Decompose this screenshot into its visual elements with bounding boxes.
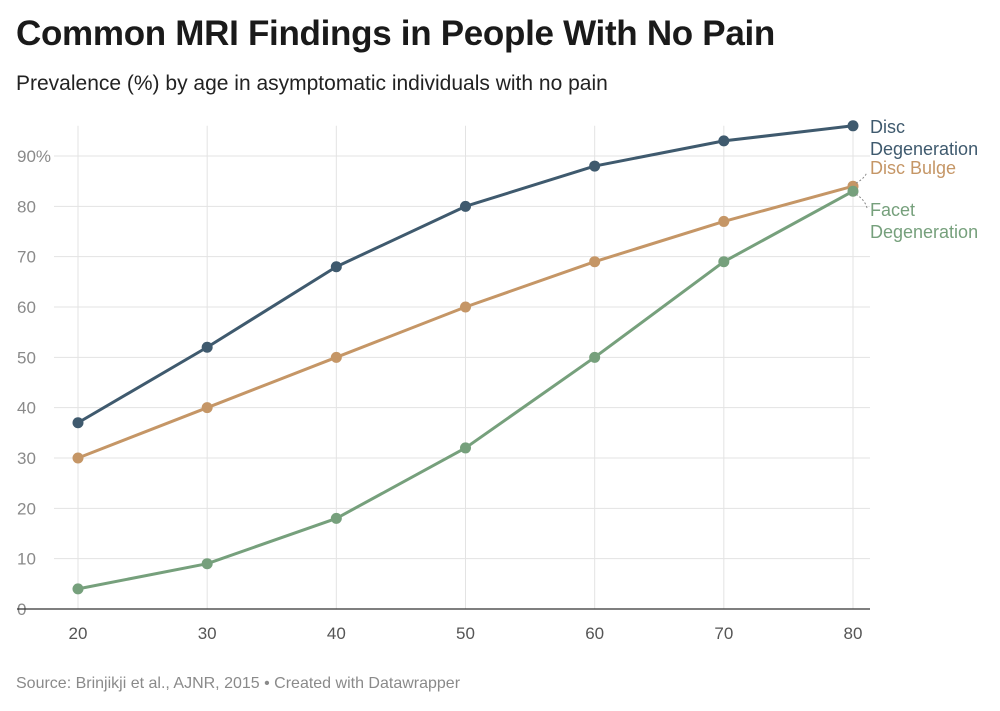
- data-point-disc-bulge: [718, 215, 730, 227]
- data-point-disc-bulge: [460, 301, 471, 313]
- data-point-disc-degeneration: [72, 417, 84, 429]
- y-tick-label: 40: [17, 399, 36, 418]
- x-tick-label: 70: [714, 624, 733, 643]
- x-tick-label: 50: [456, 624, 475, 643]
- data-point-facet-degeneration: [72, 583, 84, 595]
- data-point-disc-bulge: [589, 256, 601, 268]
- x-tick-label: 60: [585, 624, 604, 643]
- x-tick-label: 80: [844, 624, 863, 643]
- y-tick-label: 70: [17, 248, 36, 267]
- data-point-facet-degeneration: [460, 442, 471, 454]
- y-tick-label: 10: [17, 550, 36, 569]
- data-point-facet-degeneration: [847, 185, 859, 197]
- label-leader-line: [855, 171, 868, 184]
- series-label-facet-degeneration: Facet: [870, 200, 915, 220]
- series-label-disc-bulge: Disc Bulge: [870, 158, 956, 178]
- data-point-disc-bulge: [330, 351, 342, 363]
- chart-title: Common MRI Findings in People With No Pa…: [16, 14, 776, 53]
- data-point-facet-degeneration: [330, 512, 342, 524]
- y-tick-label: 20: [17, 499, 36, 518]
- y-tick-label: 80: [17, 197, 36, 216]
- data-point-disc-degeneration: [460, 200, 471, 212]
- chart-subtitle: Prevalence (%) by age in asymptomatic in…: [16, 72, 608, 95]
- series-label-disc-degeneration: Degeneration: [870, 139, 978, 159]
- data-point-facet-degeneration: [201, 558, 213, 570]
- data-point-facet-degeneration: [589, 351, 601, 363]
- y-tick-label: 60: [17, 298, 36, 317]
- data-point-disc-degeneration: [589, 160, 601, 172]
- x-tick-label: 40: [327, 624, 346, 643]
- source-note: Source: Brinjikji et al., AJNR, 2015 • C…: [16, 675, 461, 692]
- data-point-facet-degeneration: [718, 256, 730, 268]
- y-tick-label: 30: [17, 449, 36, 468]
- data-point-disc-degeneration: [847, 120, 859, 132]
- label-leader-line: [855, 193, 868, 209]
- data-point-disc-degeneration: [718, 135, 730, 147]
- data-point-disc-bulge: [72, 452, 84, 464]
- y-tick-label: 50: [17, 348, 36, 367]
- series-label-disc-degeneration: Disc: [870, 117, 905, 137]
- data-point-disc-bulge: [201, 402, 213, 414]
- y-tick-label: 90%: [17, 147, 51, 166]
- x-tick-label: 30: [198, 624, 217, 643]
- x-tick-label: 20: [69, 624, 88, 643]
- data-point-disc-degeneration: [201, 341, 213, 353]
- data-point-disc-degeneration: [330, 261, 342, 273]
- series-label-facet-degeneration: Degeneration: [870, 222, 978, 242]
